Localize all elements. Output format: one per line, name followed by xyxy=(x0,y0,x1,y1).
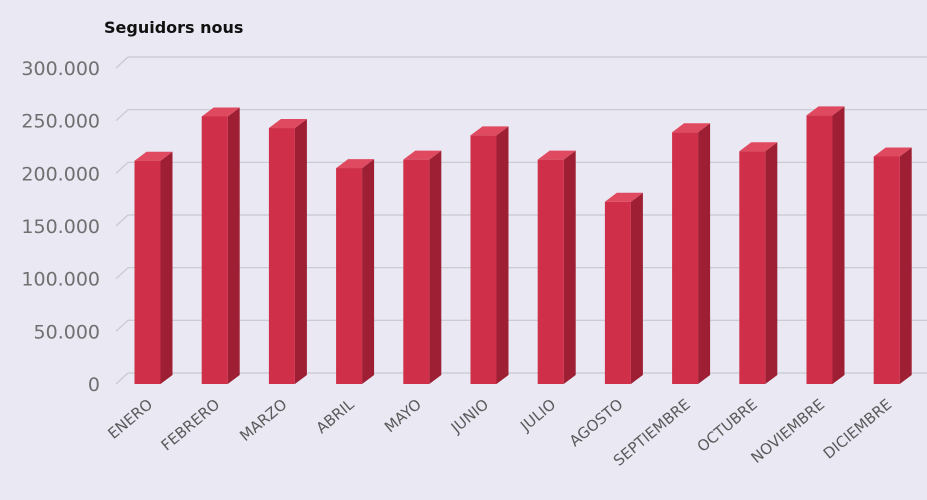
bar-front xyxy=(134,160,161,384)
bar-front xyxy=(403,159,430,384)
bar-top xyxy=(806,106,845,116)
x-tick-label: NOVIEMBRE xyxy=(748,395,829,467)
bar-side xyxy=(832,106,845,385)
bar xyxy=(672,123,711,385)
bar-side xyxy=(899,147,912,384)
bar-top xyxy=(604,192,643,202)
x-tick-label: JULIO xyxy=(516,395,559,435)
bar xyxy=(201,107,240,384)
x-tick-label: OCTUBRE xyxy=(694,395,761,455)
bar-top xyxy=(336,159,375,169)
bar xyxy=(268,119,307,384)
gridline-diagonal xyxy=(115,214,129,227)
bar xyxy=(134,151,173,384)
bars-layer xyxy=(134,106,912,385)
grid-layer xyxy=(115,56,927,385)
x-tick-label: ENERO xyxy=(104,395,156,442)
bar-top xyxy=(739,142,778,152)
bar-front xyxy=(470,135,497,384)
bar xyxy=(604,192,643,384)
chart-title: Seguidors nous xyxy=(104,18,244,37)
bar xyxy=(873,147,912,384)
y-tick-label: 50.000 xyxy=(34,321,100,343)
bar-top xyxy=(873,147,912,157)
gridline-diagonal xyxy=(115,267,129,280)
bar-side xyxy=(160,151,173,384)
bar-front xyxy=(336,168,363,384)
bar-front xyxy=(873,156,900,384)
bar-side xyxy=(563,150,576,384)
y-tick-label: 200.000 xyxy=(21,163,100,185)
bar-top xyxy=(268,119,307,129)
bar-side xyxy=(698,123,711,385)
bar-top xyxy=(537,150,576,160)
gridline-diagonal xyxy=(115,56,129,69)
bar-side xyxy=(630,192,643,384)
x-tick-label: JUNIO xyxy=(447,395,492,437)
bar-side xyxy=(362,159,375,384)
gridline-diagonal xyxy=(115,109,129,122)
bar-front xyxy=(739,151,766,384)
gridline-diagonal xyxy=(115,319,129,332)
x-tick-label: FEBRERO xyxy=(158,395,224,454)
y-tick-label: 100.000 xyxy=(21,269,100,291)
bar-front xyxy=(806,115,833,385)
bar xyxy=(739,142,778,384)
bar-front xyxy=(268,128,295,384)
bar-side xyxy=(294,119,307,384)
y-tick-label: 150.000 xyxy=(21,216,100,238)
gridline-diagonal xyxy=(115,372,129,385)
x-tick-label: DICIEMBRE xyxy=(820,395,896,462)
y-tick-label: 300.000 xyxy=(21,58,100,80)
x-tick-label: MARZO xyxy=(236,395,290,445)
bar-top xyxy=(134,151,173,161)
bar-front xyxy=(672,132,699,384)
bar-top xyxy=(201,107,240,117)
y-tick-label: 250.000 xyxy=(21,111,100,133)
bar-front xyxy=(201,116,228,384)
x-tick-label: ABRIL xyxy=(313,395,359,437)
bar-top xyxy=(672,123,711,133)
bar-front xyxy=(604,201,631,384)
x-tick-label: AGOSTO xyxy=(566,395,627,450)
y-tick-label: 0 xyxy=(88,374,100,396)
bar-side xyxy=(429,150,442,384)
bar-top xyxy=(470,126,509,136)
bar-top xyxy=(403,150,442,160)
bar-front xyxy=(537,159,564,384)
bar-side xyxy=(496,126,509,384)
bar xyxy=(336,159,375,384)
bar xyxy=(403,150,442,384)
gridline-diagonal xyxy=(115,161,129,174)
bar xyxy=(806,106,845,385)
x-tick-label: MAYO xyxy=(381,395,425,436)
bar-side xyxy=(765,142,778,384)
bar xyxy=(537,150,576,384)
bar xyxy=(470,126,509,384)
bar-side xyxy=(227,107,240,384)
